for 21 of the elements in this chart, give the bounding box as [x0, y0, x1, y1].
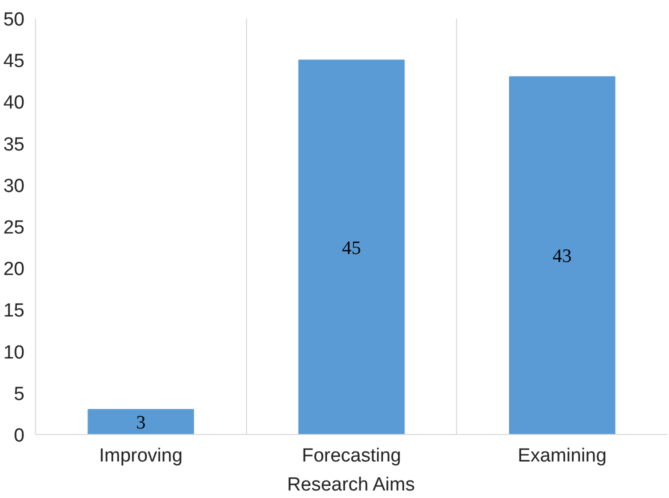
y-tick-label: 40 [3, 92, 25, 114]
y-tick-label: 5 [14, 384, 25, 405]
y-tick-label: 50 [3, 10, 25, 30]
x-tick-label: Examining [518, 446, 607, 466]
y-tick-label: 10 [3, 342, 25, 364]
y-tick-label: 45 [3, 51, 25, 72]
data-label: 43 [552, 246, 572, 268]
data-label: 3 [136, 412, 146, 434]
data-label: 45 [342, 238, 361, 259]
x-tick-label: Improving [99, 446, 183, 466]
y-tick-label: 25 [3, 218, 25, 238]
x-tick-label: Forecasting [302, 446, 402, 466]
y-tick-label: 0 [14, 426, 25, 446]
bar [88, 409, 194, 434]
bar [298, 60, 405, 434]
y-tick-label: 30 [3, 176, 25, 197]
y-tick-label: 15 [3, 300, 25, 322]
y-tick-label: 35 [3, 134, 25, 156]
x-axis-title: Research Aims [287, 474, 415, 496]
bar [509, 76, 616, 434]
y-tick-label: 20 [3, 259, 25, 280]
